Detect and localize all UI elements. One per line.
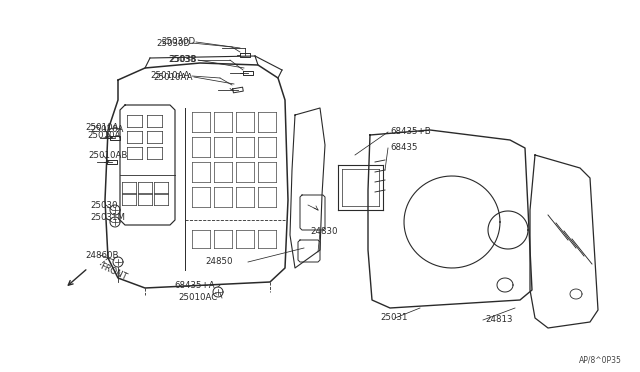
- Text: FRONT: FRONT: [98, 262, 128, 282]
- Text: 25010A: 25010A: [85, 124, 118, 132]
- Text: 25010AC: 25010AC: [179, 294, 218, 302]
- Text: 25010AA: 25010AA: [150, 71, 190, 80]
- Text: 25010A: 25010A: [87, 131, 120, 141]
- Text: 25030D: 25030D: [156, 38, 190, 48]
- Text: 68435+A: 68435+A: [174, 280, 215, 289]
- Text: 24813: 24813: [485, 315, 513, 324]
- Text: 24860B: 24860B: [85, 250, 118, 260]
- Text: 25038: 25038: [168, 55, 196, 64]
- Text: 25038: 25038: [170, 55, 197, 64]
- Text: AP/8^0P35: AP/8^0P35: [579, 356, 622, 365]
- Text: 24830: 24830: [310, 228, 337, 237]
- Text: 25010AA: 25010AA: [154, 73, 193, 81]
- Text: 24850: 24850: [205, 257, 233, 266]
- Text: 25030: 25030: [90, 201, 118, 209]
- Text: 25010A: 25010A: [90, 125, 124, 135]
- Text: 25010AB: 25010AB: [88, 151, 127, 160]
- Text: 68435+B: 68435+B: [390, 128, 431, 137]
- Text: 25031: 25031: [380, 314, 408, 323]
- Text: 25030D: 25030D: [161, 38, 195, 46]
- Text: 25031M: 25031M: [90, 214, 125, 222]
- Text: 68435: 68435: [390, 144, 417, 153]
